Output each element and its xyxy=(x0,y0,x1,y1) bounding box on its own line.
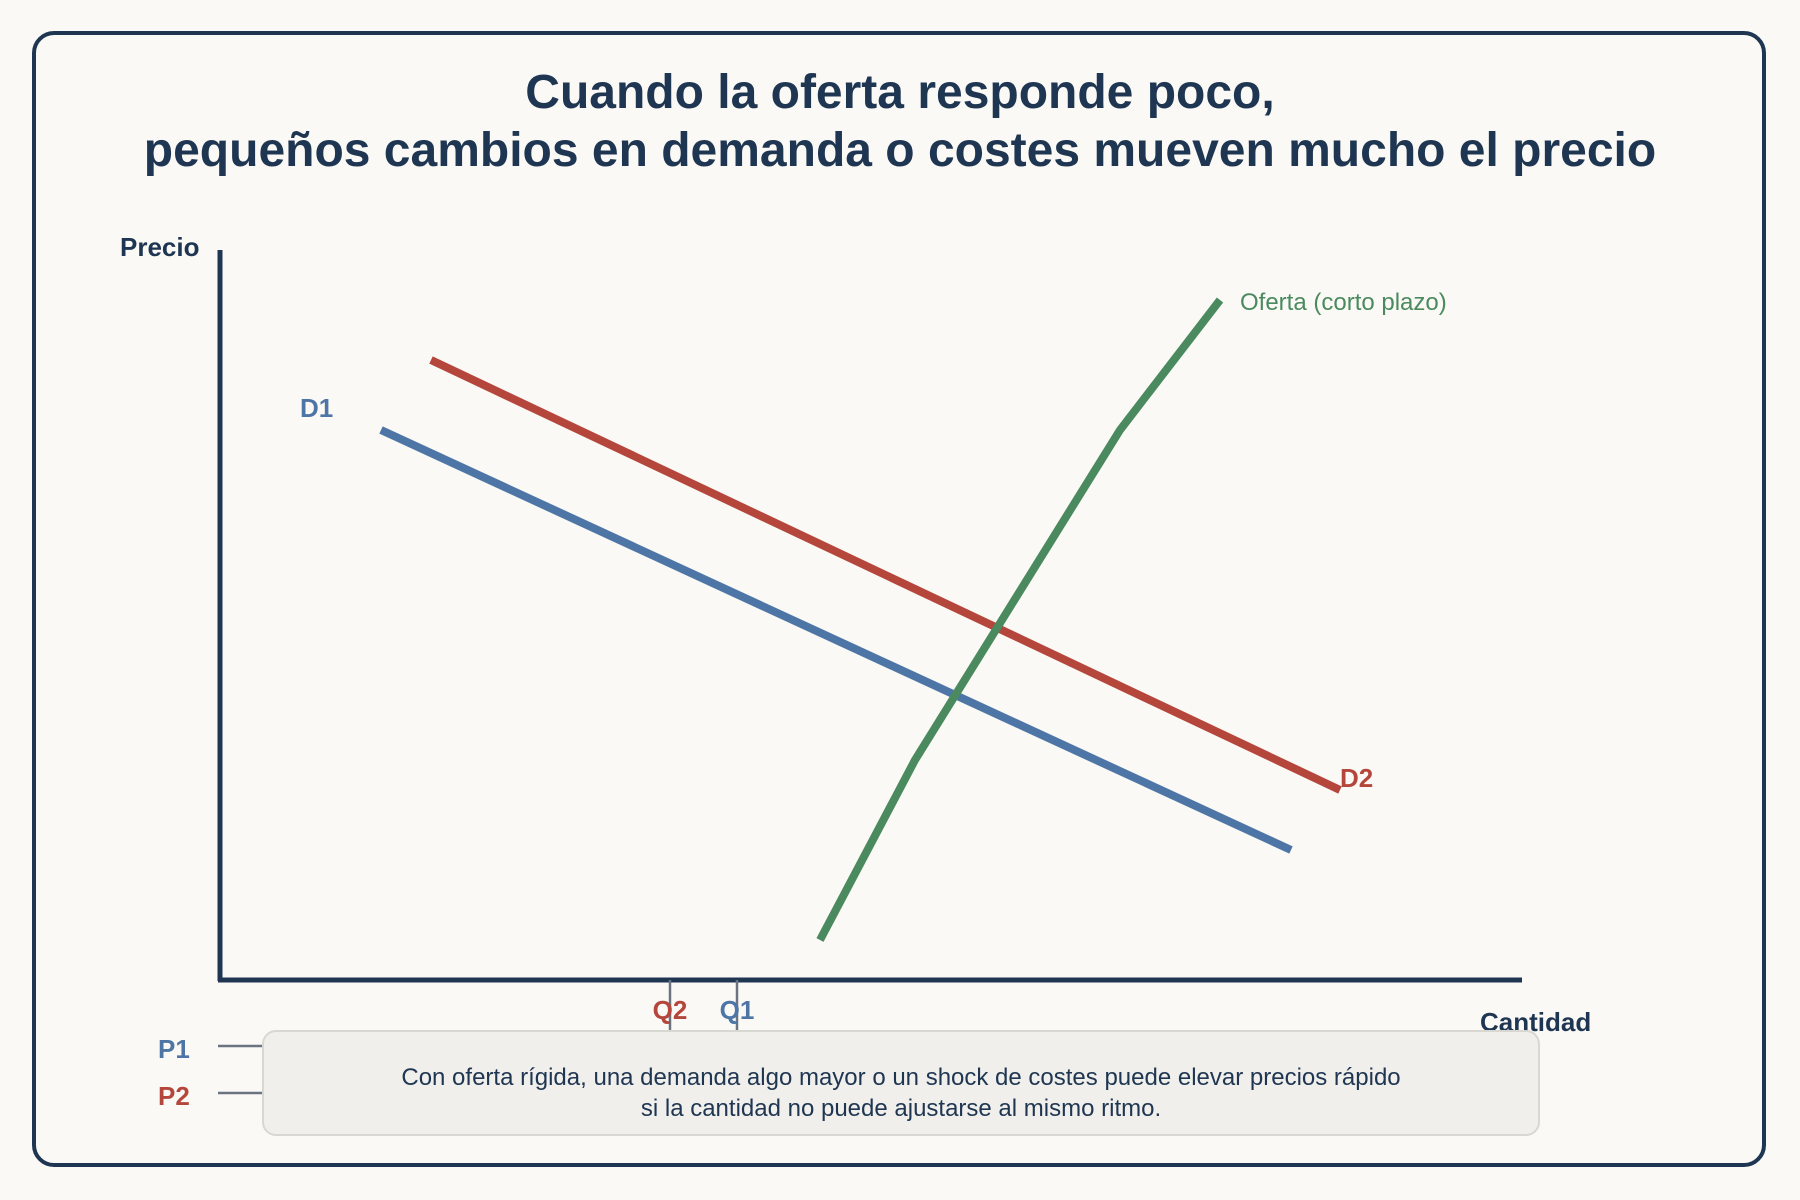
diagram-title: Cuando la oferta responde poco, pequeños… xyxy=(0,64,1800,180)
demand-curve-d2 xyxy=(429,356,1342,794)
demand-label-d1: D1 xyxy=(300,393,333,423)
note-line-1: Con oferta rígida, una demanda algo mayo… xyxy=(401,1064,1401,1091)
supply-curve xyxy=(816,297,1224,942)
title-line-1: Cuando la oferta responde poco, xyxy=(525,66,1275,119)
supply-label: Oferta (corto plazo) xyxy=(1240,289,1447,316)
q2-label: Q2 xyxy=(653,995,688,1025)
diagram-frame xyxy=(32,31,1766,1167)
explanation-note: Con oferta rígida, una demanda algo mayo… xyxy=(262,1030,1540,1136)
demand-curve-d1 xyxy=(379,426,1293,854)
q1-label: Q1 xyxy=(720,995,755,1025)
y-axis-label: Precio xyxy=(120,232,200,262)
p2-label: P2 xyxy=(158,1081,190,1111)
demand-label-d2: D2 xyxy=(1340,763,1373,793)
title-line-2: pequeños cambios en demanda o costes mue… xyxy=(143,124,1657,177)
note-line-2: si la cantidad no puede ajustarse al mis… xyxy=(640,1095,1162,1122)
p1-label: P1 xyxy=(158,1034,190,1064)
